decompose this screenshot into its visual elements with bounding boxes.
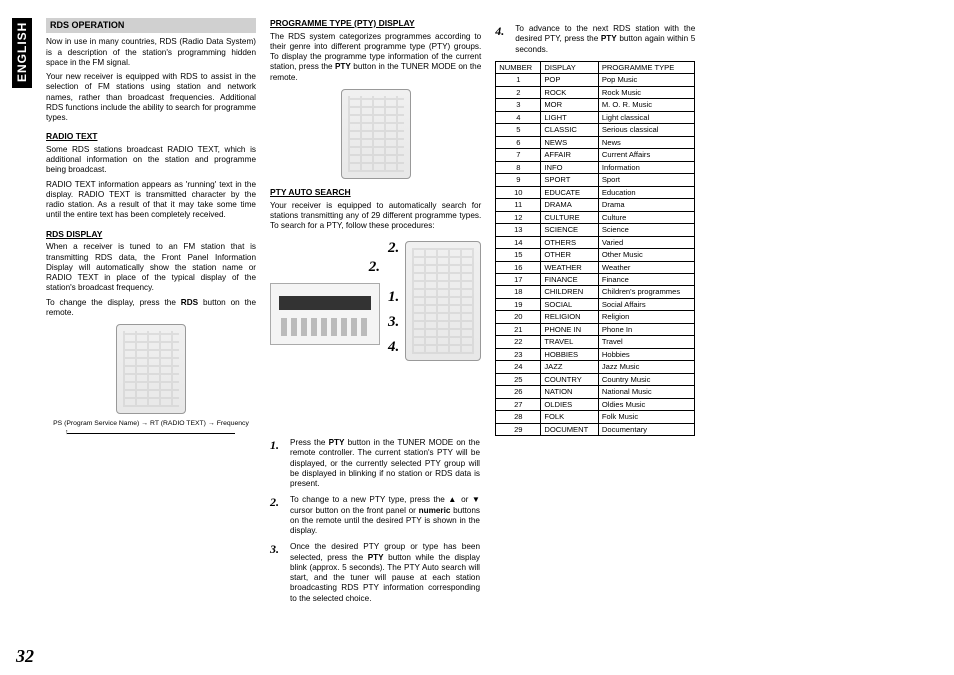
step-3: 3. Once the desired PTY group or type ha…: [270, 542, 480, 604]
table-row: 20RELIGIONReligion: [496, 311, 695, 323]
table-row: 17FINANCEFinance: [496, 273, 695, 285]
fig-step-2b: 2.: [388, 239, 399, 258]
table-row: 4LIGHTLight classical: [496, 111, 695, 123]
column-2: PROGRAMME TYPE (PTY) DISPLAY The RDS sys…: [270, 18, 481, 437]
table-row: 28FOLKFolk Music: [496, 411, 695, 423]
th-number: NUMBER: [496, 61, 541, 73]
radio-text-heading: RADIO TEXT: [46, 131, 256, 142]
table-row: 16WEATHERWeather: [496, 261, 695, 273]
table-row: 21PHONE INPhone In: [496, 323, 695, 335]
table-row: 2ROCKRock Music: [496, 86, 695, 98]
remote-illustration-1: [116, 324, 186, 414]
section-title-bar: RDS OPERATION: [46, 18, 256, 33]
remote-illustration-3: [405, 241, 481, 361]
table-row: 9SPORTSport: [496, 174, 695, 186]
table-row: 25COUNTRYCountry Music: [496, 373, 695, 385]
table-row: 15OTHEROther Music: [496, 249, 695, 261]
table-row: 18CHILDRENChildren's programmes: [496, 286, 695, 298]
th-type: PROGRAMME TYPE: [598, 61, 694, 73]
page-content: ENGLISH RDS OPERATION Now in use in many…: [0, 0, 954, 447]
step-1: 1. Press the PTY button in the TUNER MOD…: [270, 438, 480, 489]
language-tab: ENGLISH: [12, 18, 32, 88]
table-row: 11DRAMADrama: [496, 199, 695, 211]
front-panel-illustration: [270, 283, 380, 345]
pty-auto-para: Your receiver is equipped to automatical…: [270, 201, 481, 232]
table-row: 8INFOInformation: [496, 161, 695, 173]
column-3: 4. To advance to the next RDS station wi…: [495, 18, 935, 437]
intro-para-1: Now in use in many countries, RDS (Radio…: [46, 37, 256, 68]
table-row: 26NATIONNational Music: [496, 386, 695, 398]
table-row: 3MORM. O. R. Music: [496, 99, 695, 111]
page-number: 32: [16, 646, 34, 667]
column-1: RDS OPERATION Now in use in many countri…: [46, 18, 256, 437]
table-row: 14OTHERSVaried: [496, 236, 695, 248]
fig-step-2a: 2.: [369, 258, 380, 277]
th-display: DISPLAY: [541, 61, 599, 73]
fig-step-1: 1.: [388, 288, 399, 307]
table-row: 7AFFAIRCurrent Affairs: [496, 149, 695, 161]
fig-step-3: 3.: [388, 313, 399, 332]
table-row: 6NEWSNews: [496, 136, 695, 148]
pty-table: NUMBER DISPLAY PROGRAMME TYPE 1POPPop Mu…: [495, 61, 695, 437]
column-3a: 4. To advance to the next RDS station wi…: [495, 18, 695, 437]
table-row: 5CLASSICSerious classical: [496, 124, 695, 136]
pty-display-heading: PROGRAMME TYPE (PTY) DISPLAY: [270, 18, 481, 29]
table-row: 22TRAVELTravel: [496, 336, 695, 348]
table-row: 13SCIENCEScience: [496, 224, 695, 236]
step-4: 4. To advance to the next RDS station wi…: [495, 24, 695, 55]
pty-auto-search-heading: PTY AUTO SEARCH: [270, 187, 481, 198]
display-flow-caption: PS (Program Service Name) → RT (RADIO TE…: [46, 420, 256, 437]
steps-list: 1. Press the PTY button in the TUNER MOD…: [270, 438, 480, 610]
fig-step-4: 4.: [388, 338, 399, 357]
remote-illustration-2: [341, 89, 411, 179]
table-row: 10EDUCATEEducation: [496, 186, 695, 198]
table-row: 12CULTURECulture: [496, 211, 695, 223]
radio-text-para-2: RADIO TEXT information appears as 'runni…: [46, 180, 256, 221]
table-row: 27OLDIESOldies Music: [496, 398, 695, 410]
pty-display-para: The RDS system categorizes programmes ac…: [270, 32, 481, 83]
rds-display-para-1: When a receiver is tuned to an FM statio…: [46, 242, 256, 293]
step-2: 2. To change to a new PTY type, press th…: [270, 495, 480, 536]
table-row: 24JAZZJazz Music: [496, 361, 695, 373]
radio-text-para-1: Some RDS stations broadcast RADIO TEXT, …: [46, 145, 256, 176]
table-row: 1POPPop Music: [496, 74, 695, 86]
table-row: 29DOCUMENTDocumentary: [496, 423, 695, 435]
table-row: 19SOCIALSocial Affairs: [496, 298, 695, 310]
intro-para-2: Your new receiver is equipped with RDS t…: [46, 72, 256, 123]
procedure-figure: 2. 2. 1. 3. 4.: [270, 235, 481, 367]
rds-display-heading: RDS DISPLAY: [46, 229, 256, 240]
rds-display-para-2: To change the display, press the RDS but…: [46, 298, 256, 319]
table-row: 23HOBBIESHobbies: [496, 348, 695, 360]
